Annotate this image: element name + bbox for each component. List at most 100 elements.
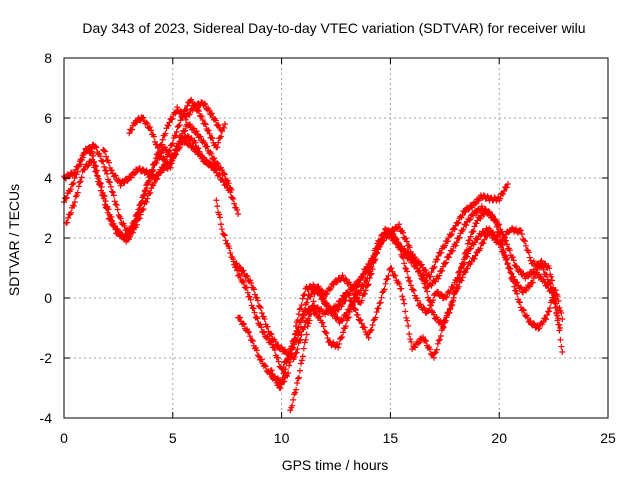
data-point <box>503 256 510 263</box>
data-point <box>74 189 81 196</box>
data-point <box>173 128 180 135</box>
data-point <box>472 201 479 208</box>
data-point <box>208 110 215 117</box>
data-point <box>144 195 151 202</box>
data-point <box>412 344 419 351</box>
data-point <box>492 218 499 225</box>
data-point <box>140 114 147 121</box>
data-point <box>405 248 412 255</box>
data-point <box>367 327 374 334</box>
data-point <box>186 111 193 118</box>
data-point <box>408 251 415 258</box>
data-point <box>290 337 297 344</box>
data-point <box>418 261 425 268</box>
data-point <box>503 241 510 248</box>
data-point <box>298 331 305 338</box>
data-point <box>496 240 503 247</box>
data-point <box>198 113 205 120</box>
data-point <box>340 329 347 336</box>
data-point <box>126 130 133 137</box>
data-point <box>95 175 102 182</box>
series-track-3 <box>63 121 235 245</box>
data-point <box>206 130 213 137</box>
data-point <box>334 302 341 309</box>
data-point <box>290 396 297 403</box>
data-point <box>268 367 275 374</box>
data-point <box>439 267 446 274</box>
data-point <box>424 288 431 295</box>
data-point <box>320 323 327 330</box>
data-point <box>217 221 224 228</box>
data-point <box>301 324 308 331</box>
data-point <box>272 375 279 382</box>
data-point <box>300 345 307 352</box>
data-point <box>399 229 406 236</box>
data-point <box>466 217 473 224</box>
data-point <box>457 268 464 275</box>
data-point <box>368 326 375 333</box>
data-point <box>493 233 500 240</box>
data-point <box>108 167 115 174</box>
data-point <box>423 338 430 345</box>
data-point <box>84 163 91 170</box>
data-point <box>269 370 276 377</box>
data-point <box>499 248 506 255</box>
data-point <box>436 272 443 279</box>
data-point <box>292 350 299 357</box>
data-point <box>242 284 249 291</box>
data-point <box>474 236 481 243</box>
data-point <box>354 294 361 301</box>
data-point <box>448 231 455 238</box>
data-point <box>250 305 257 312</box>
data-point <box>407 282 414 289</box>
data-point <box>461 259 468 266</box>
data-point <box>506 247 513 254</box>
data-point <box>212 166 219 173</box>
data-point <box>559 316 566 322</box>
data-point <box>466 237 473 244</box>
data-point <box>500 249 507 256</box>
data-point <box>494 234 501 241</box>
data-point <box>303 299 310 306</box>
data-point <box>166 162 173 169</box>
data-point <box>154 144 161 151</box>
data-point <box>147 189 154 196</box>
data-point <box>557 336 564 343</box>
data-point <box>246 293 253 300</box>
data-point <box>223 181 230 188</box>
data-point <box>240 320 247 327</box>
data-point <box>307 310 314 317</box>
data-point <box>112 201 119 208</box>
data-point <box>445 309 452 316</box>
data-point <box>246 333 253 340</box>
data-point <box>300 292 307 299</box>
data-point <box>240 279 247 286</box>
data-point <box>212 117 219 124</box>
data-point <box>514 279 521 286</box>
data-point <box>458 277 465 284</box>
series-track-4 <box>100 96 229 189</box>
data-point <box>558 309 565 316</box>
data-point <box>111 222 118 229</box>
data-point <box>389 227 396 234</box>
data-point <box>71 198 78 205</box>
data-point <box>133 221 140 228</box>
data-point <box>533 269 540 276</box>
data-point <box>463 222 470 229</box>
data-point <box>178 108 185 115</box>
data-point <box>192 139 199 146</box>
data-point <box>176 122 183 129</box>
data-point <box>230 195 237 202</box>
data-point <box>553 296 560 303</box>
data-point <box>343 312 350 319</box>
data-point <box>462 268 469 275</box>
data-point <box>489 213 496 220</box>
data-point <box>450 284 457 291</box>
data-point <box>204 143 211 150</box>
data-point <box>443 312 450 319</box>
data-point <box>252 291 259 298</box>
data-point <box>177 144 184 151</box>
data-point <box>422 337 429 344</box>
data-point <box>467 216 474 223</box>
data-point <box>423 285 430 292</box>
